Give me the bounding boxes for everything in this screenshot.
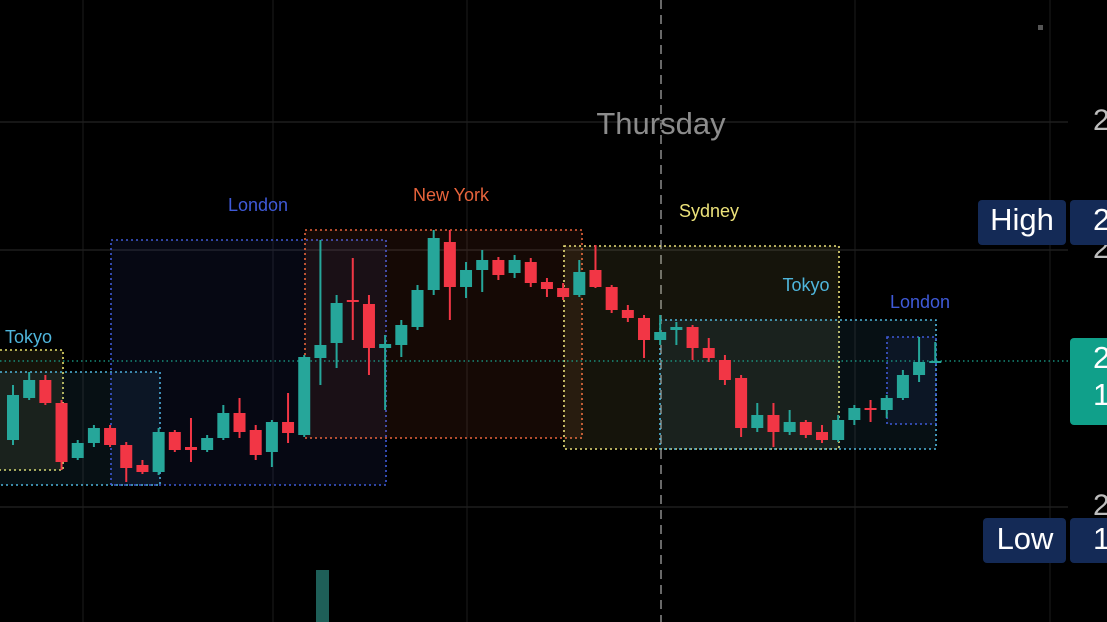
candle-body: [718, 360, 731, 380]
candle-body: [848, 408, 861, 420]
high-tag-value-box: [1070, 200, 1107, 245]
candle-body: [39, 380, 52, 403]
vertical-grid: [82, 0, 1051, 622]
candle-body: [265, 422, 278, 452]
candle-body: [411, 290, 424, 327]
candle-body: [492, 260, 505, 275]
low-tag-value: 1: [1093, 521, 1107, 556]
candle-body: [120, 445, 133, 468]
last-price-box: [1070, 338, 1107, 425]
candle-body: [654, 332, 667, 340]
candle-body: [7, 395, 19, 440]
low-tag: [983, 518, 1066, 563]
candle-body: [201, 438, 214, 450]
candle-body: [508, 260, 521, 273]
candle-body: [379, 344, 392, 348]
candle-body: [913, 362, 926, 375]
high-tag-value: 2: [1093, 202, 1107, 237]
low-tag-text: Low: [997, 521, 1054, 556]
day-label: Thursday: [596, 106, 726, 141]
candle-body: [55, 403, 68, 462]
session-box: [304, 229, 583, 439]
candle-body: [896, 375, 909, 398]
candle-body: [751, 415, 764, 428]
candle-body: [540, 282, 553, 289]
candle-body: [702, 348, 715, 358]
candle-body: [330, 303, 343, 343]
candle-body: [443, 242, 456, 287]
menu-dot: [1038, 25, 1043, 30]
candle-body: [638, 318, 651, 340]
last-price-label: 2: [1093, 340, 1107, 375]
candle-body: [670, 327, 683, 330]
candle-body: [71, 443, 84, 458]
candle-body: [686, 327, 699, 348]
candle-body: [557, 288, 570, 297]
candle-body: [524, 262, 537, 283]
high-tag: [978, 200, 1066, 245]
candle-body: [282, 422, 295, 433]
candle-body: [476, 260, 489, 270]
candle-body: [362, 304, 375, 348]
candle-body: [168, 432, 181, 450]
session-label: Tokyo: [782, 275, 829, 295]
session-label: London: [228, 195, 288, 215]
candle-body: [346, 300, 359, 302]
session-label: Sydney: [679, 201, 739, 221]
candle-body: [217, 413, 230, 438]
candle-body: [233, 413, 246, 432]
candle-body: [104, 428, 117, 445]
candle-body: [880, 398, 893, 410]
candle-body: [314, 345, 327, 358]
candle-body: [735, 378, 748, 428]
session-box: [886, 336, 937, 425]
candle-body: [23, 380, 36, 398]
candle-body: [460, 270, 473, 287]
candle-body: [832, 420, 845, 440]
candle-body: [298, 357, 311, 435]
sessions: Tokyo London New York Sydney Tokyo London: [0, 185, 1070, 486]
candle-body: [589, 270, 602, 287]
candle-body: [783, 422, 796, 432]
session-box: [563, 245, 840, 450]
candle-body: [621, 310, 634, 318]
low-tag-value-box: [1070, 518, 1107, 563]
session-label: Tokyo: [5, 327, 52, 347]
candle-body: [864, 408, 877, 410]
candle-body: [767, 415, 780, 432]
session-box: [659, 319, 937, 450]
session-label: New York: [413, 185, 490, 205]
candles: [7, 230, 942, 482]
high-tag-text: High: [990, 202, 1054, 237]
candle-body: [929, 361, 942, 363]
y-tick-label: 2: [1093, 489, 1107, 522]
last-price-label: 1: [1093, 377, 1107, 412]
candle-body: [87, 428, 100, 443]
candle-body: [605, 287, 618, 310]
candle-body: [184, 447, 197, 450]
y-tick-label: 2: [1093, 104, 1107, 137]
grid: [0, 121, 1068, 508]
candle-body: [816, 432, 828, 440]
candle-body: [573, 272, 586, 295]
volume-bar: [316, 570, 329, 622]
candle-body: [395, 325, 408, 345]
candle-body: [249, 430, 262, 455]
candle-body: [427, 238, 440, 290]
candle-body: [799, 422, 812, 435]
session-label: London: [890, 292, 950, 312]
candle-body: [136, 465, 149, 472]
candle-body: [152, 432, 165, 472]
